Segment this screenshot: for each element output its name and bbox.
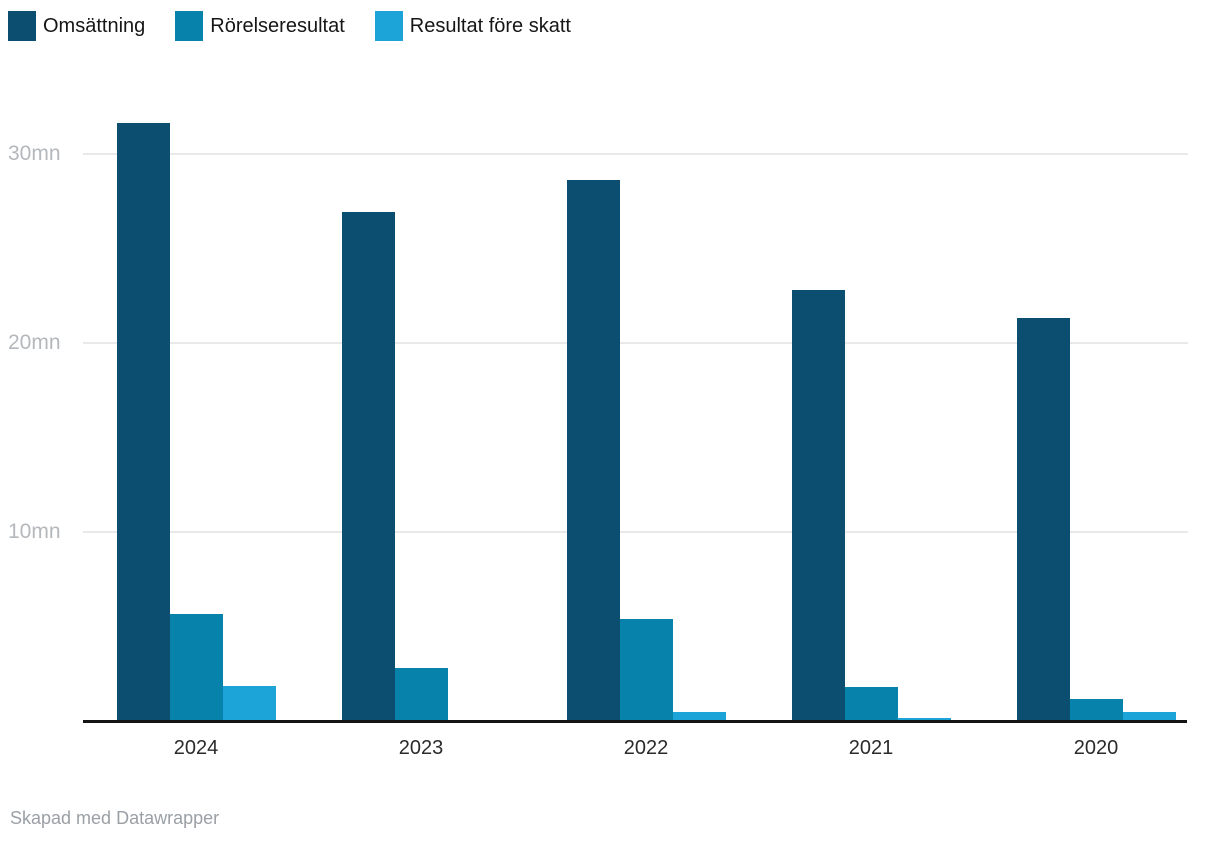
legend-swatch-icon: [175, 11, 204, 41]
legend-label: Resultat före skatt: [409, 15, 571, 37]
y-axis-tick-label: 30mn: [8, 141, 61, 165]
x-axis-category-label: 2020: [1073, 737, 1119, 759]
legend-item: Resultat före skatt: [374, 11, 571, 41]
credit-line: Skapad med Datawrapper: [10, 808, 220, 828]
bar: [341, 212, 395, 722]
bar: [1069, 698, 1123, 722]
gridline: [83, 152, 1188, 155]
bar: [394, 668, 448, 722]
legend-label: Omsättning: [43, 15, 146, 37]
gridline: [83, 531, 1188, 534]
legend-swatch-icon: [8, 11, 36, 41]
x-axis-line: [83, 720, 1187, 723]
bar: [791, 289, 845, 722]
bar: [897, 717, 951, 722]
gridline: [83, 341, 1188, 344]
legend-swatch-icon: [374, 11, 403, 41]
legend-item: Omsättning: [8, 11, 145, 41]
x-axis-category-label: 2024: [173, 737, 219, 759]
bar: [672, 712, 726, 722]
bar: [844, 687, 898, 722]
bar: [1122, 712, 1176, 722]
bar: [566, 180, 620, 722]
x-axis-category-label: 2021: [848, 737, 894, 759]
y-axis-tick-label: 20mn: [8, 330, 61, 354]
legend: Omsättning Rörelseresultat Resultat före s…: [8, 11, 571, 41]
y-axis-tick-label: 10mn: [8, 520, 61, 544]
bar: [116, 123, 170, 722]
x-axis-category-label: 2023: [398, 737, 444, 759]
bar: [169, 613, 223, 722]
bar: [222, 685, 276, 722]
legend-item: Rörelseresultat: [175, 11, 345, 41]
bar: [619, 619, 673, 722]
x-axis-category-label: 2022: [623, 737, 669, 759]
legend-label: Rörelseresultat: [210, 15, 345, 37]
bar: [1016, 318, 1070, 722]
